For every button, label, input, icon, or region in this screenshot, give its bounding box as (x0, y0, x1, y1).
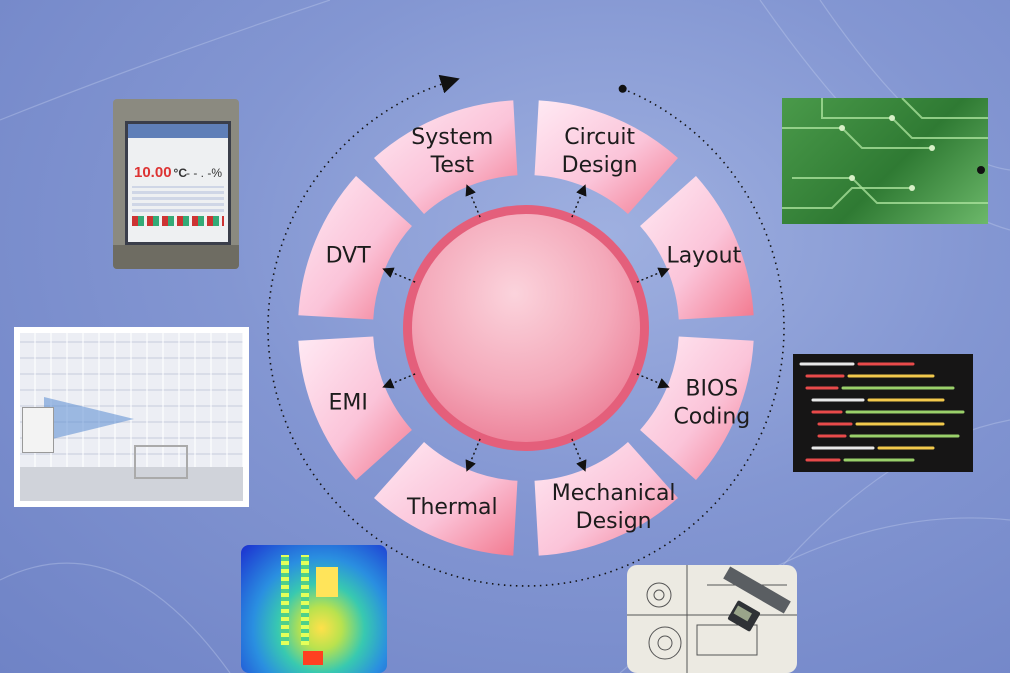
segment-label-circuit-design: Circuit Design (562, 125, 638, 178)
segment-label-dvt: DVT (326, 243, 372, 268)
connector-arrow-emi (382, 373, 416, 389)
mechanical-drawing-photo (627, 565, 797, 673)
bios-code-photo (793, 354, 973, 472)
segment-label-bios-coding: BIOS Coding (673, 377, 750, 430)
segment-ring: Circuit Design Layout BIOS Coding Mechanical D… (298, 100, 754, 556)
antenna-icon (44, 397, 134, 441)
chamber-temp-value: 10.00 (134, 164, 172, 181)
segment-label-line: Test (430, 153, 475, 178)
segment-label-line: Layout (666, 243, 741, 268)
outer-cycle-arrow (267, 74, 785, 587)
segment-label-line: Design (562, 153, 638, 178)
segment-label-line: Circuit (564, 125, 635, 150)
connector-arrow-bios-coding (636, 373, 670, 389)
center-circle (412, 214, 640, 442)
segment-label-line: Thermal (406, 495, 498, 520)
segment-label-emi: EMI (328, 391, 367, 416)
segment-label-system-test: System Test (411, 125, 493, 178)
emi-anechoic-chamber-photo (14, 327, 249, 507)
segment-label-layout: Layout (666, 243, 741, 268)
caliper-icon (723, 566, 791, 632)
connector-arrow-circuit-design (571, 184, 587, 218)
segment-label-line: System (411, 125, 493, 150)
segment-label-line: Coding (673, 405, 750, 430)
environmental-chamber-photo: 10.00 °C - - . -% (113, 99, 239, 269)
connector-arrow-system-test (465, 184, 481, 218)
segment-mechanical-design (534, 442, 678, 556)
chamber-temp-unit: °C (173, 166, 188, 180)
segment-circuit-design (534, 100, 678, 214)
segment-layout (640, 176, 754, 320)
connector-arrow-mechanical-design (571, 438, 587, 472)
segment-dvt (298, 176, 412, 320)
connector-arrows (382, 184, 670, 472)
segment-label-line: Design (576, 509, 652, 534)
segment-emi (298, 336, 412, 480)
thermal-simulation-photo (241, 545, 387, 673)
connector-arrow-thermal (465, 438, 481, 472)
connector-arrow-layout (636, 267, 670, 283)
segment-thermal (374, 442, 518, 556)
segment-label-line: BIOS (685, 377, 738, 402)
connector-arrow-dvt (382, 267, 416, 283)
chamber-humidity-value: - - . - (186, 166, 212, 180)
segment-label-line: EMI (328, 391, 367, 416)
chamber-humidity-unit: % (211, 166, 222, 180)
circuit-board-photo (782, 98, 988, 224)
segment-system-test (374, 100, 518, 214)
segment-label-line: DVT (326, 243, 372, 268)
segment-label-line: Mechanical (552, 481, 676, 506)
segment-label-mechanical-design: Mechanical Design (552, 481, 676, 534)
segment-bios-coding (640, 336, 754, 480)
segment-label-thermal: Thermal (406, 495, 498, 520)
cycle-start-dot (618, 84, 627, 93)
chamber-screen: 10.00 °C - - . -% (125, 121, 231, 245)
